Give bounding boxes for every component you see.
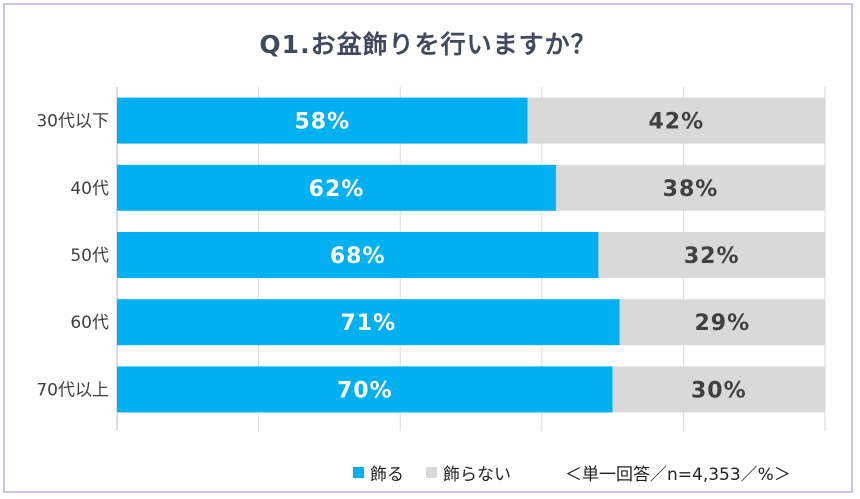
data-label: 62% — [309, 177, 365, 202]
category-label: 50代 — [70, 246, 109, 266]
chart-title: Q1.お盆飾りを行いますか？ — [259, 30, 597, 59]
category-label: 40代 — [70, 179, 109, 199]
data-label: 58% — [294, 110, 350, 135]
legend: 飾る 飾らない — [353, 460, 511, 485]
legend-label-kazaru: 飾る — [370, 465, 404, 485]
category-label: 60代 — [70, 313, 109, 333]
bar-kazaru — [117, 366, 613, 413]
chart-frame: Q1.お盆飾りを行いますか？ 30代以下 58% 42% 40代 62% 38% 50代 68… — [3, 3, 853, 493]
bar-kazaru — [117, 97, 528, 144]
category-label: 30代以下 — [36, 112, 109, 132]
bar-kazaru — [117, 299, 620, 346]
legend-swatch-kazaranai — [426, 467, 437, 478]
data-label: 32% — [684, 244, 740, 269]
data-label: 29% — [695, 311, 751, 336]
data-label: 42% — [648, 110, 704, 135]
survey-note: ＜単一回答／n=4,353／%＞ — [565, 465, 791, 485]
legend-label-kazaranai: 飾らない — [443, 465, 511, 485]
data-label: 71% — [341, 311, 397, 336]
data-label: 30% — [691, 378, 747, 403]
bar-kazaru — [117, 164, 556, 211]
data-label: 38% — [663, 177, 719, 202]
legend-swatch-kazaru — [353, 467, 364, 478]
data-label: 68% — [330, 244, 386, 269]
stacked-bar-chart: 30代以下 58% 42% 40代 62% 38% 50代 68% 32% 60代 71% 29% 70… — [36, 87, 826, 431]
data-label: 70% — [337, 378, 393, 403]
bar-kazaranai — [598, 232, 825, 278]
bar-kazaranai — [612, 366, 825, 413]
bar-kazaranai — [619, 299, 825, 346]
bar-kazaranai — [527, 97, 825, 144]
bar-kazaranai — [555, 164, 825, 211]
category-label: 70代以上 — [36, 380, 109, 400]
bar-kazaru — [117, 232, 599, 278]
